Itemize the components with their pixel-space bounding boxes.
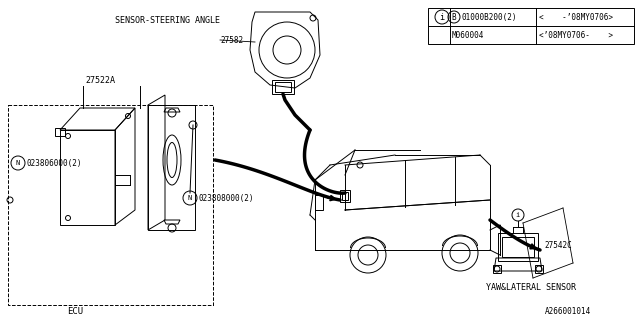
Text: 023808000(2): 023808000(2) (198, 194, 253, 203)
Text: N: N (188, 195, 192, 201)
Bar (315, 195, 323, 210)
Bar (55, 128, 65, 136)
Text: SENSOR-STEERING ANGLE: SENSOR-STEERING ANGLE (115, 15, 220, 25)
Bar (535, 265, 543, 273)
Text: <’08MY0706-    >: <’08MY0706- > (539, 30, 613, 39)
Bar (498, 233, 538, 261)
Text: ECU: ECU (67, 308, 83, 316)
Bar (340, 190, 350, 202)
Text: N: N (16, 160, 20, 166)
Text: M060004: M060004 (452, 30, 484, 39)
Bar (342, 192, 348, 200)
Text: 27582: 27582 (220, 36, 243, 44)
Text: i: i (440, 12, 445, 21)
Text: <    -’08MY0706>: < -’08MY0706> (539, 12, 613, 21)
Text: i: i (516, 212, 520, 218)
Bar (272, 80, 294, 94)
Text: A266001014: A266001014 (545, 308, 591, 316)
Text: B: B (452, 12, 456, 21)
Bar (428, 8, 634, 44)
Bar (493, 265, 501, 273)
Bar (275, 82, 291, 92)
Bar (8, 105, 213, 305)
Text: 27522A: 27522A (85, 76, 115, 84)
Text: 27542C: 27542C (544, 241, 572, 250)
Text: 023806000(2): 023806000(2) (26, 158, 81, 167)
Text: YAW&LATERAL SENSOR: YAW&LATERAL SENSOR (486, 284, 576, 292)
Bar (502, 237, 534, 257)
Text: 01000B200(2): 01000B200(2) (461, 12, 516, 21)
